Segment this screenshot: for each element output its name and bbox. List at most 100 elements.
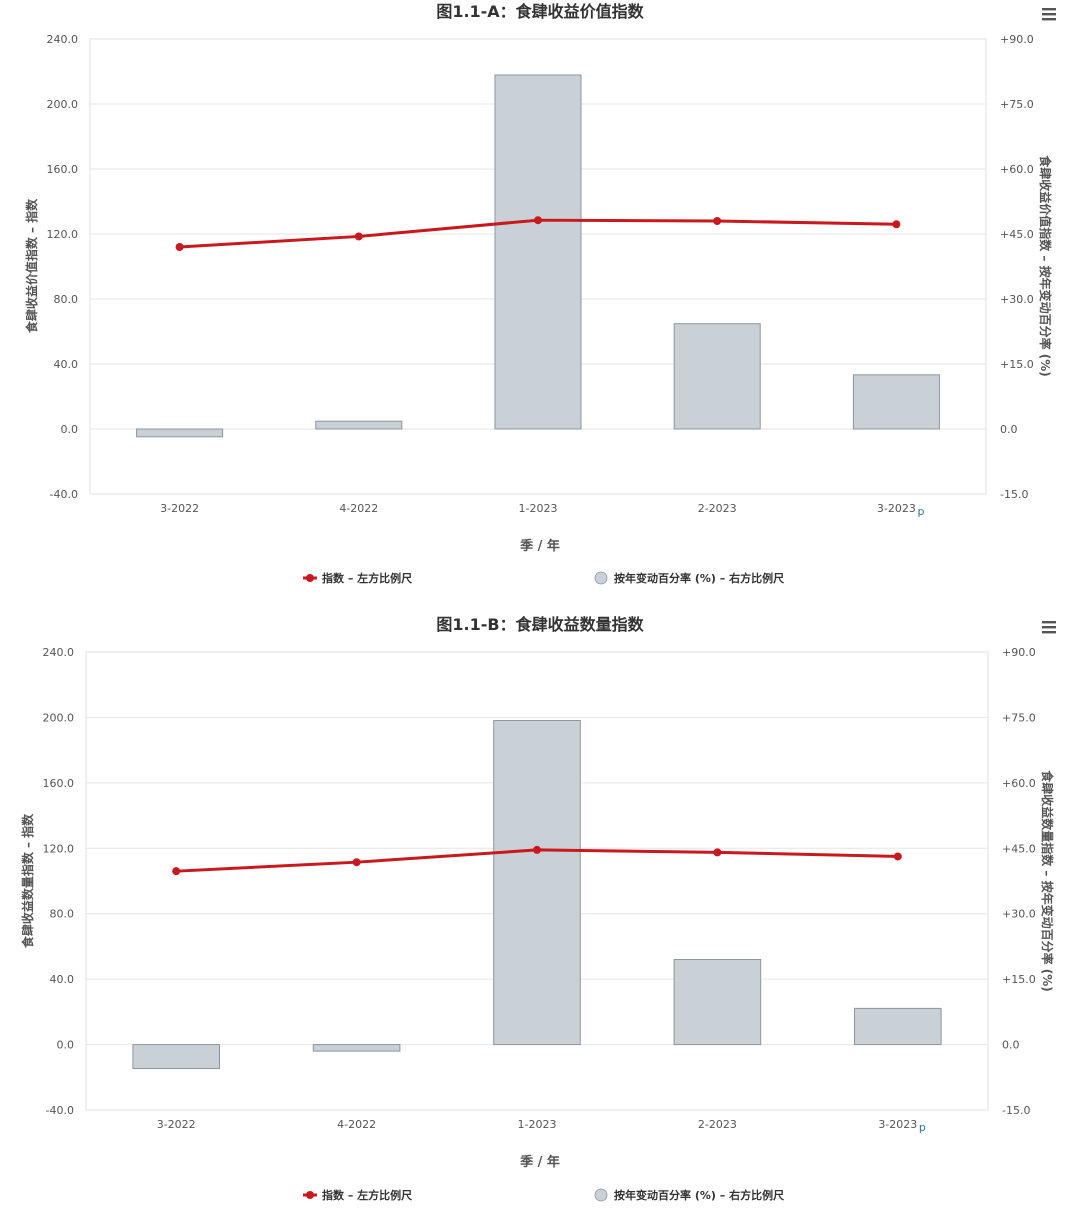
menu-icon-bar <box>1042 626 1056 629</box>
right-tick-label: +90.0 <box>1000 33 1034 46</box>
left-tick-label: 200.0 <box>47 98 79 111</box>
legend-bar-symbol <box>594 571 608 585</box>
left-tick-label: 160.0 <box>47 163 79 176</box>
left-tick-label: 120.0 <box>47 228 79 241</box>
left-tick-label: 80.0 <box>54 293 79 306</box>
left-tick-label: 160.0 <box>43 777 75 790</box>
menu-icon-bar <box>1042 8 1056 11</box>
chart-title: 图1.1-A：食肆收益价值指数 <box>436 2 644 21</box>
x-tick-label: 4-2022 <box>339 502 378 515</box>
index-point[interactable] <box>534 216 542 225</box>
right-tick-label: +15.0 <box>1000 358 1034 371</box>
left-tick-label: 0.0 <box>61 423 79 436</box>
right-tick-label: +75.0 <box>1002 711 1036 724</box>
plot-area <box>89 38 987 495</box>
left-tick-label: 40.0 <box>54 358 79 371</box>
bar-yoy-change[interactable] <box>854 1007 942 1046</box>
bar-yoy-change[interactable] <box>493 719 581 1046</box>
index-point[interactable] <box>354 232 363 241</box>
legend-item-yoy[interactable]: 按年变动百分率 (%) – 右方比例尺 <box>594 571 784 585</box>
left-tick-label: -40.0 <box>50 488 78 501</box>
x-axis-title: 季 / 年 <box>519 538 560 554</box>
bar-yoy-change[interactable] <box>136 428 224 438</box>
index-point[interactable] <box>713 217 722 225</box>
right-tick-label: +75.0 <box>1000 98 1034 111</box>
legend-label: 指数 – 左方比例尺 <box>322 1188 412 1202</box>
bar-yoy-change[interactable] <box>494 74 582 430</box>
right-tick-label: +60.0 <box>1000 163 1034 176</box>
right-tick-label: -15.0 <box>1002 1104 1030 1117</box>
index-point[interactable] <box>893 852 902 861</box>
index-point[interactable] <box>892 220 901 229</box>
y-axis-right-title: 食肆收益数量指数 – 按年变动百分率 (%) <box>1040 769 1055 992</box>
x-tick-label: 3-2023 <box>878 1118 917 1131</box>
x-tick-label: 2-2023 <box>698 502 737 515</box>
y-axis-left-title: 食肆收益数量指数 – 指数 <box>20 813 35 949</box>
chart-title: 图1.1-B：食肆收益数量指数 <box>436 615 644 634</box>
legend: 指数 – 左方比例尺 按年变动百分率 (%) – 右方比例尺 <box>303 1188 784 1202</box>
menu-icon-bar <box>1042 631 1056 634</box>
menu-icon-bar <box>1042 621 1056 624</box>
hamburger-menu-icon[interactable] <box>1042 8 1056 21</box>
index-point[interactable] <box>172 867 181 876</box>
menu-icon-bar <box>1042 18 1056 21</box>
legend-bar-symbol <box>594 1188 608 1202</box>
legend-item-yoy[interactable]: 按年变动百分率 (%) – 右方比例尺 <box>594 1188 784 1202</box>
left-tick-label: 240.0 <box>43 646 75 659</box>
index-point[interactable] <box>713 848 722 857</box>
provisional-marker: p <box>918 505 925 518</box>
x-tick-label: 4-2022 <box>337 1118 376 1131</box>
right-tick-label: +15.0 <box>1002 973 1036 986</box>
left-tick-label: 120.0 <box>43 842 75 855</box>
x-tick-label: 3-2022 <box>157 1118 196 1131</box>
left-tick-label: -40.0 <box>46 1104 74 1117</box>
left-tick-label: 200.0 <box>43 711 75 724</box>
right-tick-label: 0.0 <box>1002 1039 1020 1052</box>
legend-label: 指数 – 左方比例尺 <box>322 571 412 585</box>
index-point[interactable] <box>175 243 184 251</box>
y-axis-left-title: 食肆收益价值指数 – 指数 <box>24 198 39 334</box>
x-axis-title: 季 / 年 <box>519 1154 560 1170</box>
right-tick-label: 0.0 <box>1000 423 1018 436</box>
bar-yoy-change[interactable] <box>852 374 940 430</box>
x-tick-label: 3-2023 <box>877 502 916 515</box>
right-tick-label: +90.0 <box>1002 646 1036 659</box>
hamburger-menu-icon[interactable] <box>1042 621 1056 634</box>
x-tick-label: 2-2023 <box>698 1118 737 1131</box>
plot-area <box>85 651 989 1111</box>
legend-item-index[interactable]: 指数 – 左方比例尺 <box>303 571 412 585</box>
bar-yoy-change[interactable] <box>673 959 762 1046</box>
legend-point-symbol <box>306 574 314 582</box>
x-tick-label: 1-2023 <box>519 502 558 515</box>
right-tick-label: +60.0 <box>1002 777 1036 790</box>
menu-icon-bar <box>1042 13 1056 16</box>
right-tick-label: +30.0 <box>1002 908 1036 921</box>
left-tick-label: 0.0 <box>57 1039 75 1052</box>
left-tick-label: 40.0 <box>50 973 75 986</box>
x-tick-label: 1-2023 <box>518 1118 557 1131</box>
left-tick-label: 240.0 <box>47 33 79 46</box>
bar-yoy-change[interactable] <box>315 420 403 430</box>
right-tick-label: -15.0 <box>1000 488 1028 501</box>
left-tick-label: 80.0 <box>50 908 75 921</box>
chart-a: 图1.1-A：食肆收益价值指数 240.0 200.0 160.0 120.0 80.0 4… <box>24 2 1056 585</box>
legend-item-index[interactable]: 指数 – 左方比例尺 <box>303 1188 412 1202</box>
x-tick-label: 3-2022 <box>160 502 199 515</box>
right-tick-label: +45.0 <box>1002 842 1036 855</box>
legend-point-symbol <box>306 1191 314 1199</box>
bar-yoy-change[interactable] <box>132 1044 220 1070</box>
y-axis-right-title: 食肆收益价值指数 – 按年变动百分率 (%) <box>1038 154 1053 377</box>
provisional-marker: p <box>919 1121 926 1134</box>
right-tick-label: +45.0 <box>1000 228 1034 241</box>
legend-label: 按年变动百分率 (%) – 右方比例尺 <box>614 1188 784 1202</box>
legend: 指数 – 左方比例尺 按年变动百分率 (%) – 右方比例尺 <box>303 571 784 585</box>
legend-label: 按年变动百分率 (%) – 右方比例尺 <box>614 571 784 585</box>
chart-b: 图1.1-B：食肆收益数量指数 240.0 200.0 160.0 120.0 80.0 4… <box>20 615 1056 1202</box>
bar-yoy-change[interactable] <box>673 323 761 430</box>
index-point[interactable] <box>352 858 361 867</box>
right-tick-label: +30.0 <box>1000 293 1034 306</box>
index-point[interactable] <box>533 845 541 854</box>
bar-yoy-change[interactable] <box>312 1044 401 1052</box>
